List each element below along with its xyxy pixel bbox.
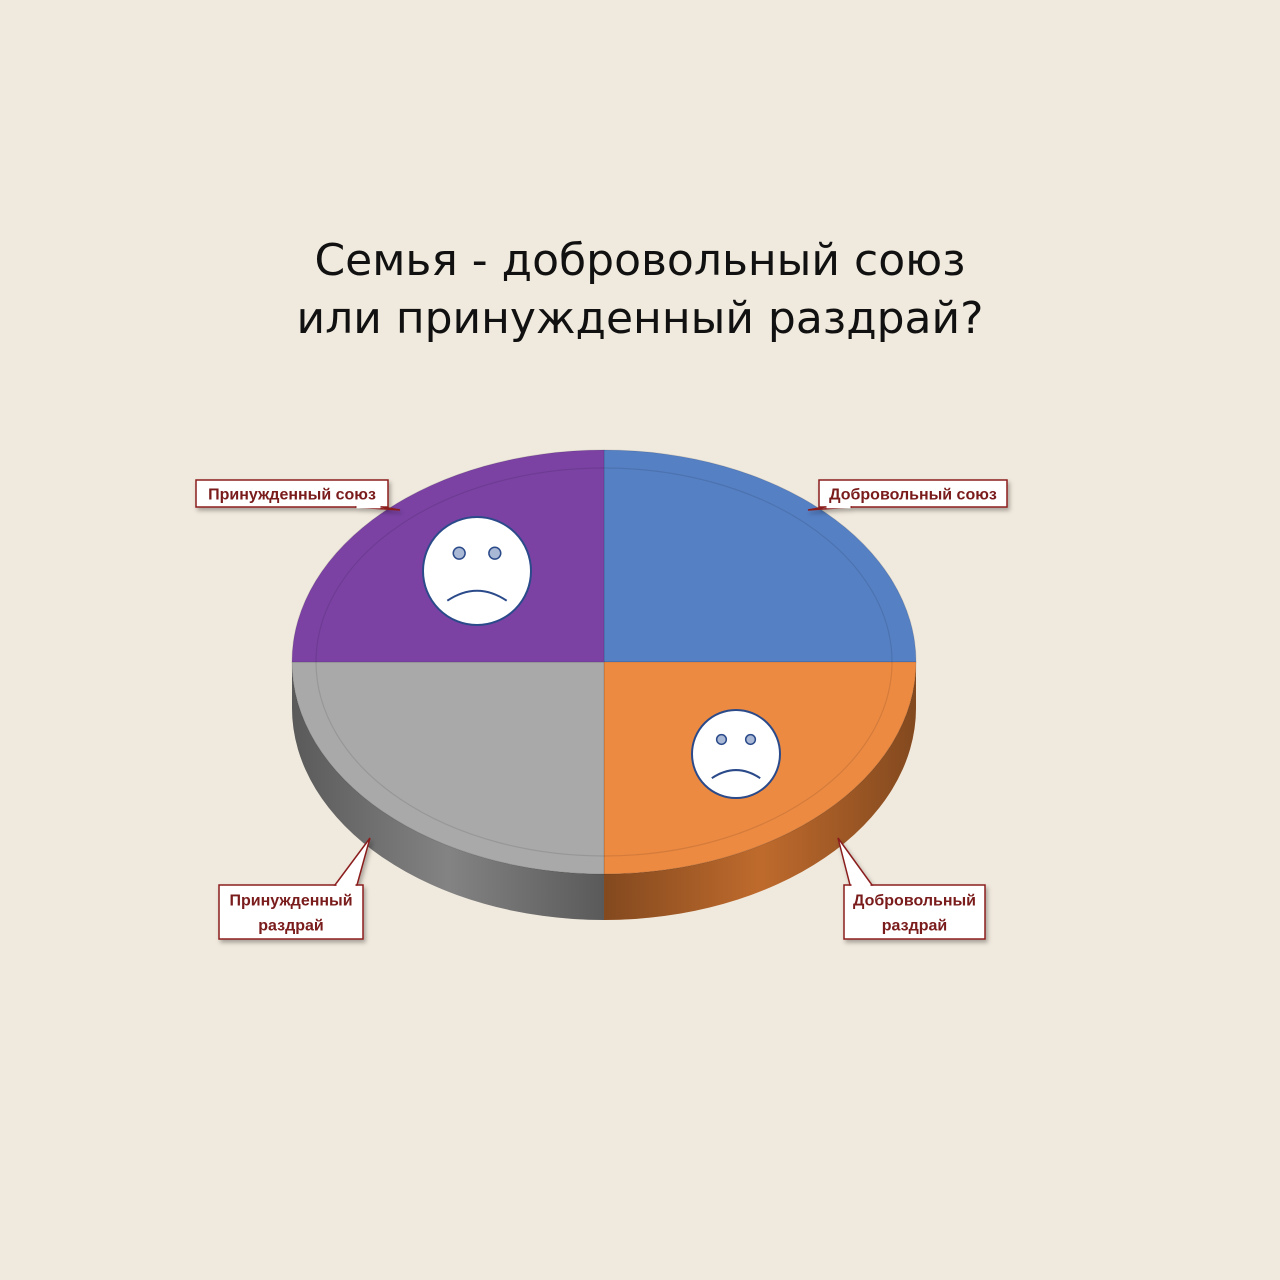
pie-slice-принужденный-раздрай (291, 661, 605, 875)
callout-label-line: Принужденный (229, 893, 352, 910)
callout-label-line: раздрай (882, 918, 947, 935)
callout-добровольный-союз: Добровольный союз (807, 479, 1008, 511)
pie-slice-side-shade (604, 662, 916, 920)
sad-face-icon (422, 516, 532, 626)
callout-label-line: раздрай (258, 918, 323, 935)
callout-принужденный-союз: Принужденный союз (195, 479, 401, 511)
pie-slice-добровольный-союз (603, 449, 917, 663)
pie-bevel-ring (315, 467, 893, 857)
pie-slice-side-shade (292, 662, 604, 920)
callout-принужденный-раздрай: Принужденный раздрай (218, 837, 371, 940)
chart-title-line-2: или принужденный раздрай? (296, 293, 984, 344)
chart-title-line-1: Семья - добровольный союз (314, 235, 966, 286)
callout-добровольный-раздрай: Добровольный раздрай (837, 837, 986, 940)
sad-face-icon (691, 709, 781, 799)
callout-label-line: Добровольный (853, 893, 976, 910)
callout-label-line: Принужденный союз (208, 487, 376, 504)
chart-title: Семья - добровольный союз или принужденн… (0, 232, 1280, 348)
callout-label-line: Добровольный союз (829, 487, 997, 504)
